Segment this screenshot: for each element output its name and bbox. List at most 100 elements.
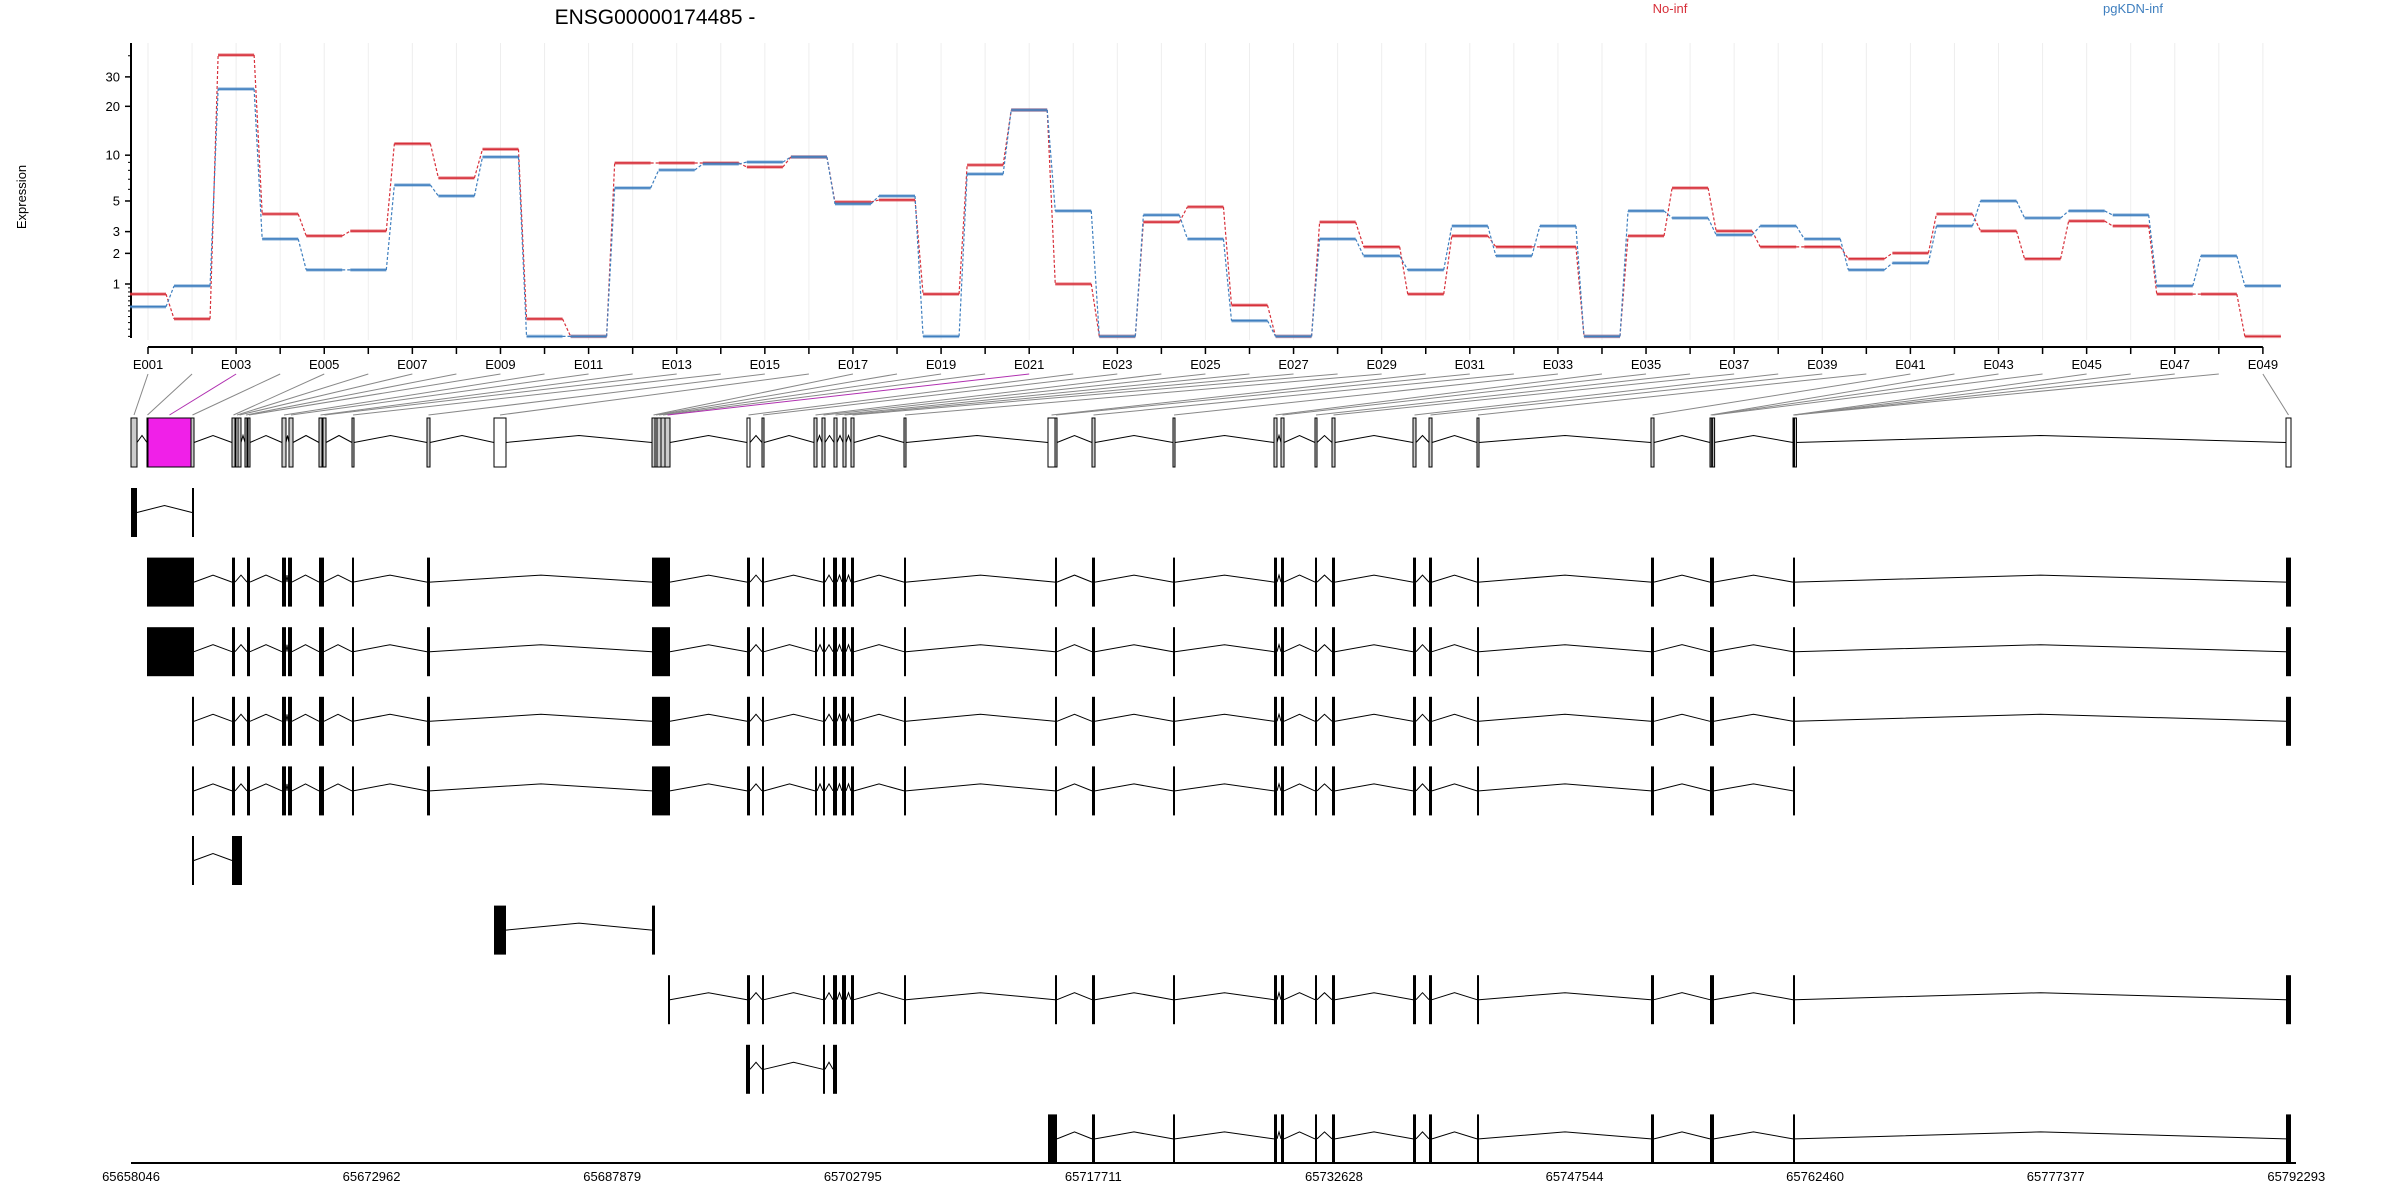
intron-line <box>1794 574 2287 583</box>
intron-line <box>1415 713 1430 722</box>
exon-bin-e013 <box>322 417 327 468</box>
series-connector <box>2015 230 2026 260</box>
transcript-exon <box>319 696 324 746</box>
series-connector <box>1355 221 1365 248</box>
exon-bin-e012 <box>318 417 323 468</box>
series-connector <box>1399 246 1409 295</box>
intron-line <box>1276 782 1282 792</box>
transcript-exon <box>833 975 837 1025</box>
intron-line <box>763 783 816 792</box>
transcript-exon <box>232 766 235 816</box>
series-connector <box>1002 109 1012 175</box>
transcript-exon <box>1332 1114 1335 1164</box>
intron-line <box>1174 434 1275 443</box>
intron-line <box>1653 783 1711 792</box>
transcript-exon <box>1429 627 1432 677</box>
series-connector <box>914 195 924 337</box>
series-connector <box>1883 252 1893 260</box>
intron-line <box>1276 433 1282 443</box>
transcript-exon <box>652 627 670 677</box>
series-connector <box>429 184 439 197</box>
exon-bin-e009 <box>247 417 251 468</box>
series-connector <box>253 88 263 239</box>
intron-line <box>1334 574 1414 583</box>
transcript-exon <box>288 627 292 677</box>
exon-bin-e030 <box>1047 417 1056 468</box>
transcript-exon <box>1274 696 1277 746</box>
legend-pgkdn-inf: pgKDN-inf <box>2103 1 2163 16</box>
x-tick-label: E007 <box>397 357 427 372</box>
intron-line <box>749 783 763 792</box>
series-connector <box>1134 215 1144 337</box>
exon-connector-line <box>499 373 809 416</box>
exon-bin-e033 <box>1172 417 1176 468</box>
exon-connector-line <box>1711 373 1999 416</box>
exon-connector-line <box>653 373 854 416</box>
exon-bin-e040 <box>1476 417 1480 468</box>
transcript-exon <box>1315 627 1317 677</box>
intron-line <box>853 992 905 1001</box>
transcript-exon <box>1413 557 1416 607</box>
series-connector <box>1663 187 1673 236</box>
y-tick-label: 30 <box>106 69 120 84</box>
intron-line <box>836 434 844 443</box>
transcript-exon <box>823 1044 825 1094</box>
intron-line <box>1094 713 1174 722</box>
exon-bin-e038 <box>1412 417 1417 468</box>
transcript-exon <box>762 975 764 1025</box>
series-connector <box>2148 214 2158 286</box>
exon-connector-line <box>290 373 589 416</box>
transcript-exon <box>232 627 235 677</box>
x-tick-label: E001 <box>133 357 163 372</box>
intron-line <box>669 434 748 443</box>
intron-line <box>1094 644 1174 653</box>
transcript-exon <box>1413 1114 1416 1164</box>
series-connector <box>297 238 307 271</box>
intron-line <box>1276 990 1282 1000</box>
transcript-exon <box>1429 696 1432 746</box>
intron-line <box>1653 1131 1711 1140</box>
series-connector <box>2192 255 2202 287</box>
transcript-exon <box>1651 696 1654 746</box>
intron-line <box>905 434 1049 443</box>
transcript-exon <box>247 696 250 746</box>
series-connector <box>429 143 440 179</box>
intron-line <box>249 783 283 792</box>
transcript-exon <box>1173 766 1175 816</box>
intron-line <box>1094 783 1174 792</box>
intron-line <box>1713 992 1794 1001</box>
transcript-exon <box>247 627 250 677</box>
intron-line <box>1056 1131 1093 1140</box>
transcript-exon <box>851 766 854 816</box>
intron-line <box>249 713 283 722</box>
transcript-exon <box>1315 766 1317 816</box>
transcript-exon <box>1092 627 1095 677</box>
series-connector <box>385 184 395 270</box>
transcript-exon <box>1092 766 1095 816</box>
transcript-exon <box>1055 766 1057 816</box>
intron-line <box>136 434 148 443</box>
series-connector <box>1883 262 1893 271</box>
transcript-exon <box>192 766 194 816</box>
intron-line <box>824 782 834 792</box>
x-tick-label: E033 <box>1543 357 1573 372</box>
intron-line <box>1056 992 1093 1001</box>
transcript-exon <box>1274 766 1277 816</box>
transcript-exon <box>192 696 194 746</box>
series-connector <box>1487 225 1497 257</box>
intron-line <box>1334 783 1414 792</box>
intron-line <box>763 713 824 722</box>
intron-line <box>1653 644 1711 653</box>
series-connector <box>2148 225 2158 295</box>
exon-connector-line <box>248 373 501 416</box>
series-connector <box>958 164 968 295</box>
series-connector <box>1443 225 1453 271</box>
x-tick-label: E009 <box>485 357 515 372</box>
intron-line <box>234 713 248 722</box>
series-connector <box>2015 200 2026 219</box>
exon-bin-e034 <box>1273 417 1278 468</box>
series-connector <box>1839 246 1849 260</box>
x-tick-label: E037 <box>1719 357 1749 372</box>
transcript-exon <box>1274 1114 1277 1164</box>
series-connector <box>606 162 616 337</box>
